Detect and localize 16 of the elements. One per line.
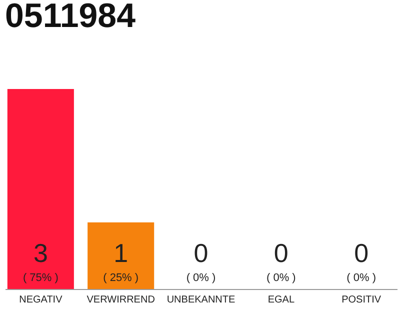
data-label: 0 — [354, 238, 369, 268]
x-tick-label: POSITIV — [342, 294, 382, 306]
x-tick-label: NEGATIV — [19, 294, 63, 306]
annotation: ( 0% ) — [346, 272, 376, 284]
x-tick-label: VERWIRREND — [86, 294, 155, 306]
data-label: 1 — [114, 238, 128, 268]
data-label: 0 — [274, 238, 288, 268]
x-tick-label: UNBEKANNTE — [166, 294, 236, 306]
annotation: ( 25% ) — [103, 272, 139, 284]
annotation: ( 0% ) — [266, 272, 296, 284]
x-tick-label: EGAL — [268, 294, 295, 306]
annotation: ( 75% ) — [22, 272, 58, 284]
annotation: ( 0% ) — [186, 272, 216, 284]
data-label: 0 — [194, 238, 208, 268]
data-label: 3 — [33, 238, 48, 268]
chart-title: 0511984 — [5, 0, 136, 35]
